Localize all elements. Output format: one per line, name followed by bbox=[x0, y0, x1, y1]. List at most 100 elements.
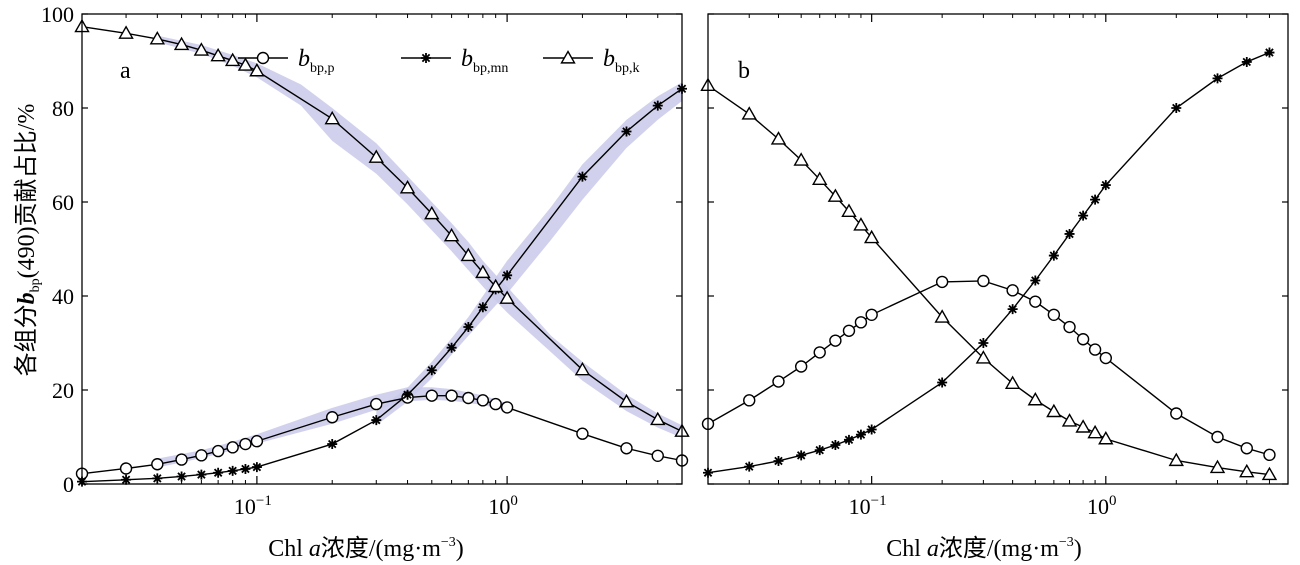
band-b-bp-mn bbox=[376, 82, 682, 426]
panel-a-point-triangle bbox=[618, 393, 635, 408]
panel-a-point-triangle bbox=[487, 278, 504, 293]
panel-b-point-asterisk bbox=[1064, 228, 1075, 239]
x-axis-title-a: Chl a浓度/(mg·m−3) bbox=[268, 535, 464, 562]
panel-a-ytick-label: 60 bbox=[52, 190, 74, 215]
panel-b-point-circle bbox=[772, 375, 785, 388]
panel-a-bands bbox=[157, 35, 683, 468]
panel-b-point-circle bbox=[829, 334, 842, 347]
panel-b-point-circle bbox=[1099, 351, 1113, 365]
panel-a-point-triangle bbox=[460, 247, 477, 262]
panel-b-point-asterisk bbox=[1264, 47, 1275, 58]
panel-a: 0 20 40 60 80 100 10−1 100 a bbp,p bbp,mn bbp,k C… bbox=[41, 2, 690, 562]
panel-b-point-circle bbox=[977, 274, 990, 288]
band-b-bp-k bbox=[157, 35, 683, 438]
panel-a-ytick-label: 40 bbox=[52, 284, 74, 309]
legend-label: bbp,mn bbox=[461, 46, 508, 76]
panel-b-point-triangle bbox=[1087, 424, 1103, 439]
panel-b-xtick-label: 10−1 bbox=[849, 493, 887, 519]
panel-b-point-triangle bbox=[1061, 413, 1078, 427]
panel-b-point-triangle bbox=[1075, 419, 1091, 433]
panel-a-point-triangle bbox=[368, 149, 384, 163]
panel-b-label: b bbox=[738, 58, 750, 84]
panel-b-point-asterisk bbox=[1078, 210, 1089, 221]
panel-a-xtick-label: 10−1 bbox=[234, 493, 272, 519]
panel-b-point-circle bbox=[865, 308, 878, 321]
panel-b-point-circle bbox=[1211, 430, 1224, 444]
panel-a-point-asterisk bbox=[196, 469, 207, 480]
panel-b-point-asterisk bbox=[830, 439, 841, 450]
legend-label: bbp,p bbox=[298, 46, 335, 76]
panel-b-point-triangle bbox=[934, 309, 950, 323]
panel-a-point-triangle bbox=[193, 42, 210, 56]
panel-a-point-circle bbox=[211, 444, 225, 458]
panel-b-series-b-bp-p bbox=[701, 274, 1276, 462]
y-axis-title-b: b bbox=[14, 292, 40, 304]
panel-a-point-triangle bbox=[499, 290, 515, 304]
panel-a-point-asterisk bbox=[577, 171, 588, 182]
panel-a-point-circle bbox=[500, 401, 514, 414]
panel-a-point-asterisk bbox=[251, 462, 262, 473]
panel-b-series bbox=[700, 47, 1278, 481]
panel-a-point-circle bbox=[119, 462, 133, 475]
panel-b-point-asterisk bbox=[1048, 250, 1059, 261]
x-axis-title-b-pre: Chl bbox=[886, 536, 927, 562]
panel-b-xtick-label: 100 bbox=[1087, 493, 1117, 519]
panel-a-point-asterisk bbox=[426, 365, 437, 376]
y-axis-title-sub: bp bbox=[28, 278, 43, 292]
legend: bbp,p bbp,mn bbp,k bbox=[238, 46, 640, 76]
legend-label: bbp,k bbox=[603, 46, 640, 76]
x-axis-title-a-exp: −3 bbox=[441, 535, 456, 550]
panel-b-point-asterisk bbox=[1100, 180, 1111, 191]
legend-entry-triangle: bbp,k bbox=[543, 46, 640, 76]
legend-entry-asterisk: bbp,mn bbox=[401, 46, 508, 76]
panel-a-point-asterisk bbox=[371, 415, 382, 426]
panel-a-point-triangle bbox=[443, 227, 460, 242]
legend-marker-circle-icon bbox=[256, 51, 270, 65]
panel-b-point-asterisk bbox=[1212, 73, 1223, 84]
panel-a-point-asterisk bbox=[227, 465, 238, 476]
panel-b-point-circle bbox=[1263, 448, 1276, 462]
panel-b-point-circle bbox=[935, 275, 949, 289]
panel-a-label: a bbox=[120, 58, 131, 84]
panel-b-point-asterisk bbox=[855, 429, 866, 440]
panel-a-ytick-label: 80 bbox=[52, 96, 74, 121]
panel-b-point-triangle bbox=[1004, 375, 1021, 389]
panel-b-point-triangle bbox=[770, 131, 787, 145]
panel-b-point-triangle bbox=[827, 188, 844, 202]
x-axis-title-b-var: a bbox=[927, 536, 939, 562]
x-axis-title-b-post: 浓度/(mg·m bbox=[939, 535, 1059, 562]
panel-b-point-circle bbox=[813, 346, 826, 359]
panel-a-line-asterisk bbox=[81, 88, 683, 483]
panel-a-line-circle bbox=[81, 394, 683, 475]
panel-b-point-circle bbox=[842, 324, 856, 337]
panel-a-series bbox=[74, 18, 690, 487]
panel-a-point-asterisk bbox=[621, 126, 632, 137]
panel-b-point-circle bbox=[1088, 343, 1102, 356]
panel-b-axes: 10−1 100 bbox=[707, 13, 1289, 519]
panel-b-point-circle bbox=[1076, 333, 1090, 346]
x-axis-title-a-pre: Chl bbox=[268, 536, 309, 562]
panel-b-line-asterisk bbox=[707, 51, 1270, 474]
panel-b-point-circle bbox=[1029, 295, 1042, 308]
panel-a-point-asterisk bbox=[463, 322, 474, 333]
legend-marker-triangle-icon bbox=[560, 50, 576, 64]
panel-b-point-circle bbox=[1006, 284, 1019, 297]
panel-a-ytick-label: 100 bbox=[41, 2, 74, 27]
panel-b-point-circle bbox=[794, 360, 808, 373]
x-axis-title-b-exp: −3 bbox=[1059, 535, 1074, 550]
panel-a-point-circle bbox=[239, 437, 252, 451]
panel-a-point-circle bbox=[445, 389, 458, 402]
panel-b-frame bbox=[707, 13, 1289, 485]
panel-a-point-triangle bbox=[475, 264, 491, 279]
panel-b-point-circle bbox=[1047, 308, 1061, 321]
panel-b-point-circle bbox=[743, 394, 756, 407]
panel-a-point-triangle bbox=[574, 361, 591, 376]
panel-a-xtick-label: 100 bbox=[488, 493, 518, 519]
panel-b: 10−1 100 b Chl a浓度/(mg·m−3) bbox=[700, 13, 1289, 562]
panel-a-point-asterisk bbox=[327, 439, 338, 450]
panel-b-point-triangle bbox=[863, 229, 880, 244]
panel-b-point-triangle bbox=[1027, 391, 1044, 406]
panel-b-point-triangle bbox=[812, 171, 828, 186]
panel-b-point-triangle bbox=[1239, 463, 1255, 478]
